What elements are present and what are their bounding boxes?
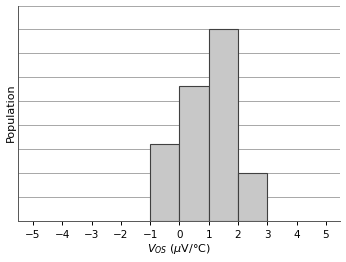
X-axis label: $V_{OS}$ ($\mu$V/°C): $V_{OS}$ ($\mu$V/°C) <box>147 242 211 256</box>
Bar <box>238 173 267 221</box>
Bar <box>150 144 179 221</box>
Y-axis label: Population: Population <box>6 84 16 143</box>
Bar <box>209 29 238 221</box>
Bar <box>179 86 209 221</box>
